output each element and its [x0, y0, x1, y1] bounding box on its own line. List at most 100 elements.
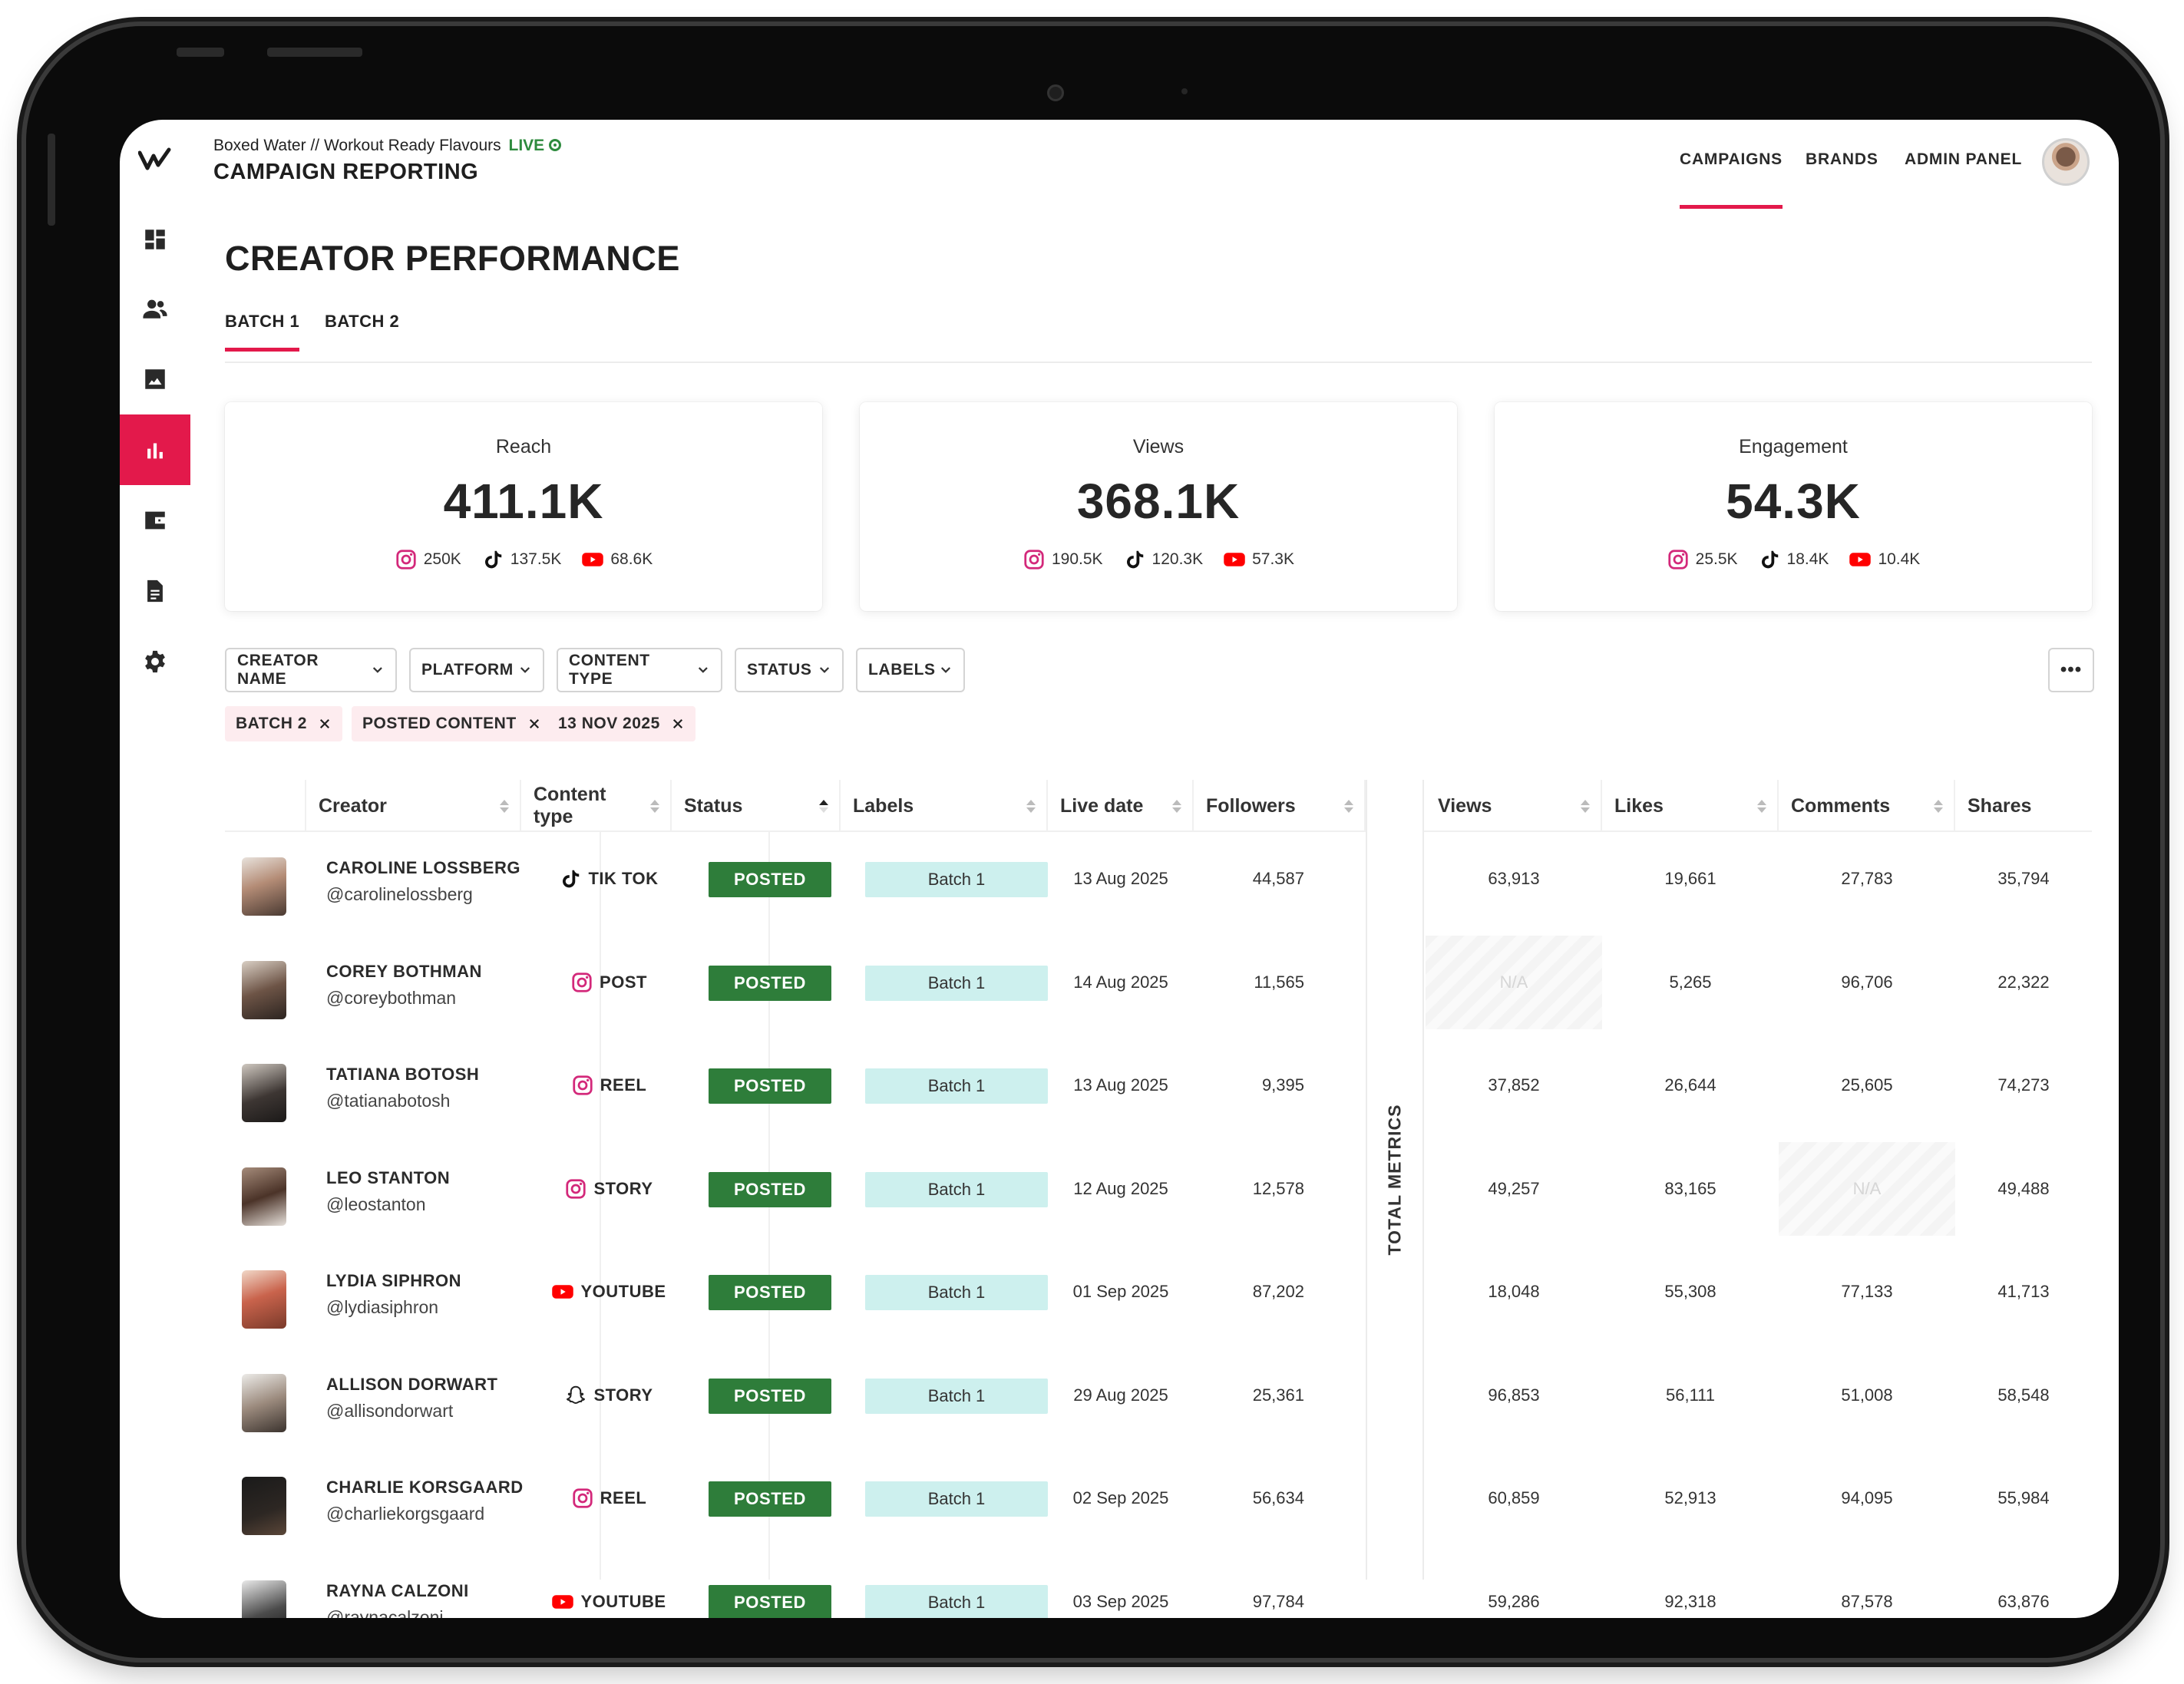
column-header-status[interactable]: Status	[672, 780, 841, 832]
label-badge: Batch 1	[865, 1584, 1048, 1618]
column-header-shares[interactable]: Shares	[1955, 780, 2092, 832]
followers-cell: 25,361	[1252, 1385, 1304, 1405]
content-type-label: REEL	[600, 1075, 647, 1095]
platform-breakdown: 190.5K 120.3K 57.3K	[860, 548, 1457, 571]
creator-name[interactable]: RAYNA CALZONI	[326, 1580, 469, 1600]
instagram-value: 190.5K	[1051, 550, 1103, 568]
metric-card-views: Views 368.1K 190.5K 120.3K 57.3K	[860, 402, 1457, 611]
user-avatar[interactable]	[2042, 138, 2090, 186]
filter-content-type[interactable]: CONTENT TYPE	[557, 648, 722, 692]
column-header-views[interactable]: Views	[1426, 780, 1602, 832]
table-row[interactable]: LYDIA SIPHRON @lydiasiphron YOUTUBE POSTED B…	[225, 1245, 2092, 1339]
tiktok-value: 120.3K	[1151, 550, 1204, 568]
shares-cell: 74,273	[1997, 1075, 2050, 1095]
sidebar-item-media[interactable]	[120, 344, 190, 414]
tab-batch-1[interactable]: BATCH 1	[225, 312, 300, 352]
chip-label: 13 NOV 2025	[558, 715, 660, 732]
sidebar-item-dashboard[interactable]	[120, 204, 190, 275]
instagram-icon	[572, 972, 592, 992]
more-options-button[interactable]: •••	[2048, 648, 2094, 692]
table-row[interactable]: CAROLINE LOSSBERG @carolinelossberg TIK TO…	[225, 832, 2092, 926]
active-filter-chip: 13 NOV 2025	[547, 706, 696, 741]
close-icon[interactable]	[527, 717, 541, 731]
filter-platform[interactable]: PLATFORM	[409, 648, 544, 692]
filter-creator-name[interactable]: CREATOR NAME	[225, 648, 397, 692]
sidebar-item-reporting[interactable]	[120, 414, 190, 485]
filter-status[interactable]: STATUS	[735, 648, 844, 692]
sidebar-item-documents[interactable]	[120, 556, 190, 626]
metric-label: Engagement	[1739, 436, 1848, 457]
column-header-creator[interactable]: Creator	[306, 780, 521, 832]
column-title: Creator	[319, 794, 387, 817]
creator-name[interactable]: LYDIA SIPHRON	[326, 1271, 462, 1290]
likes-cell: 19,661	[1664, 869, 1716, 888]
live-date-cell: 02 Sep 2025	[1072, 1488, 1169, 1507]
column-header-comments[interactable]: Comments	[1779, 780, 1955, 832]
sidebar-item-settings[interactable]	[120, 626, 190, 697]
youtube-icon	[1224, 553, 1245, 566]
creator-handle[interactable]: @tatianabotosh	[326, 1091, 451, 1111]
content-type-label: TIK TOK	[588, 869, 659, 888]
youtube-value: 68.6K	[610, 550, 653, 568]
table-row[interactable]: CHARLIE KORSGAARD @charliekorgsgaard REEL P…	[225, 1451, 2092, 1545]
column-header-followers[interactable]: Followers	[1194, 780, 1366, 832]
creator-avatar	[242, 1270, 286, 1329]
creator-handle[interactable]: @lydiasiphron	[326, 1297, 439, 1317]
creator-name[interactable]: CAROLINE LOSSBERG	[326, 858, 520, 877]
creator-handle[interactable]: @allisondorwart	[326, 1400, 454, 1421]
metric-label: Reach	[495, 436, 552, 457]
instagram-icon	[573, 1075, 593, 1095]
youtube-icon	[552, 1285, 574, 1299]
sidebar-item-wallet[interactable]	[120, 485, 190, 556]
content-type: YOUTUBE	[540, 1555, 678, 1619]
content-type: STORY	[540, 1349, 678, 1442]
sort-icon	[500, 799, 509, 813]
creator-handle[interactable]: @charliekorgsgaard	[326, 1504, 485, 1524]
comments-cell: 87,578	[1841, 1591, 1893, 1611]
label-badge: Batch 1	[865, 862, 1048, 897]
content-type-label: STORY	[593, 1178, 653, 1198]
table-row[interactable]: ALLISON DORWART @allisondorwart STORY POSTE…	[225, 1349, 2092, 1442]
creator-handle[interactable]: @raynacalzoni	[326, 1606, 444, 1619]
column-header-likes[interactable]: Likes	[1602, 780, 1779, 832]
creator-name[interactable]: CHARLIE KORSGAARD	[326, 1478, 524, 1497]
followers-cell: 56,634	[1252, 1488, 1304, 1507]
creator-name[interactable]: COREY BOTHMAN	[326, 961, 482, 981]
close-icon[interactable]	[671, 717, 685, 731]
app-logo-icon[interactable]	[138, 147, 172, 173]
shares-cell: 63,876	[1997, 1591, 2050, 1611]
comments-cell: 51,008	[1841, 1385, 1893, 1405]
tab-batch-2[interactable]: BATCH 2	[325, 312, 400, 331]
nav-admin-panel[interactable]: ADMIN PANEL	[1905, 150, 2023, 168]
column-header-avatar	[225, 780, 306, 832]
close-icon[interactable]	[318, 717, 332, 731]
column-header-content-type[interactable]: Content type	[521, 780, 672, 832]
metric-value: 368.1K	[1076, 474, 1241, 529]
creator-name[interactable]: LEO STANTON	[326, 1167, 451, 1187]
instagram-value: 250K	[423, 550, 461, 568]
nav-brands[interactable]: BRANDS	[1806, 150, 1878, 168]
creator-handle[interactable]: @coreybothman	[326, 987, 457, 1008]
sort-icon	[1344, 799, 1353, 813]
creator-handle[interactable]: @leostanton	[326, 1194, 426, 1214]
content-type-label: YOUTUBE	[580, 1591, 666, 1611]
table-row[interactable]: TATIANA BOTOSH @tatianabotosh REEL POSTED Ba…	[225, 1038, 2092, 1132]
status-badge: POSTED	[709, 1584, 831, 1618]
sidebar-item-creators[interactable]	[120, 273, 190, 344]
content-type-label: YOUTUBE	[580, 1282, 666, 1301]
creator-avatar	[242, 1477, 286, 1535]
active-filter-chip: BATCH 2	[225, 706, 342, 741]
creator-name[interactable]: TATIANA BOTOSH	[326, 1065, 480, 1084]
column-header-labels[interactable]: Labels	[841, 780, 1048, 832]
filter-labels[interactable]: LABELS	[856, 648, 965, 692]
nav-campaigns[interactable]: CAMPAIGNS	[1680, 150, 1783, 209]
table-row[interactable]: COREY BOTHMAN @coreybothman POST POSTED Batc…	[225, 935, 2092, 1029]
followers-cell: 97,784	[1252, 1591, 1304, 1611]
table-row[interactable]: LEO STANTON @leostanton STORY POSTED Batch 1…	[225, 1141, 2092, 1236]
front-camera	[1047, 84, 1064, 101]
creator-handle[interactable]: @carolinelossberg	[326, 884, 473, 904]
tiktok-icon	[563, 870, 580, 888]
creator-name[interactable]: ALLISON DORWART	[326, 1374, 498, 1394]
column-header-live-date[interactable]: Live date	[1048, 780, 1194, 832]
table-row[interactable]: RAYNA CALZONI @raynacalzoni YOUTUBE POSTED B…	[225, 1555, 2092, 1619]
